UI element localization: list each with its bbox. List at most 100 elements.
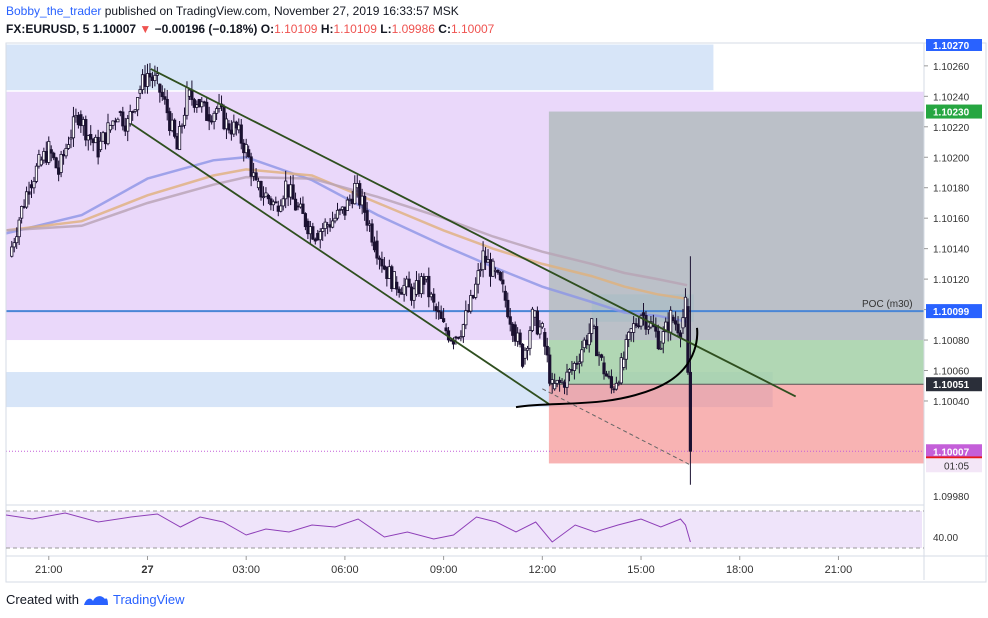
author-name[interactable]: Bobby_the_trader (6, 4, 102, 18)
candle-body-32 (89, 133, 93, 140)
candle-body-217 (545, 345, 549, 356)
candle-body-90 (232, 121, 236, 135)
candle-body-167 (422, 276, 426, 285)
candle-body-104 (266, 194, 271, 200)
candle-body-185 (466, 310, 470, 313)
candle-body-45 (121, 111, 125, 127)
candle-body-66 (173, 119, 177, 137)
candle-body-184 (464, 310, 468, 326)
candle-body-79 (205, 101, 209, 121)
candle-body-210 (528, 330, 532, 349)
candle-body-152 (385, 266, 389, 279)
candle-body-218 (548, 354, 552, 384)
candle-body-233 (585, 339, 589, 346)
candle-body-216 (543, 332, 547, 347)
candle-body-120 (306, 220, 310, 235)
candle-body-214 (538, 326, 542, 335)
plot-area (6, 44, 924, 485)
candle-body-127 (323, 221, 327, 229)
candle-body-258 (646, 326, 651, 330)
candle-body-263 (659, 347, 663, 350)
candle-body-232 (582, 339, 586, 349)
x-tick-label-8: 21:00 (825, 564, 853, 576)
candle-body-240 (602, 362, 606, 375)
candle-body-191 (481, 250, 485, 271)
candle-body-174 (439, 311, 443, 319)
candle-body-111 (284, 180, 288, 200)
candle-body-151 (382, 265, 386, 270)
candle-body-192 (483, 255, 488, 263)
candle-body-91 (234, 121, 238, 129)
candle-body-247 (619, 357, 623, 384)
candle-body-257 (644, 314, 648, 330)
candle-body-254 (636, 325, 641, 328)
candle-body-118 (301, 203, 305, 214)
candle-body-234 (587, 333, 591, 346)
candle-body-43 (116, 118, 120, 123)
candle-body-197 (496, 269, 500, 273)
candle-body-134 (340, 206, 345, 210)
candle-body-123 (313, 238, 317, 242)
low-value: 1.09986 (391, 22, 435, 36)
candle-body-189 (476, 270, 480, 285)
candle-body-201 (506, 299, 510, 318)
candle-body-267 (669, 309, 673, 333)
candle-body-41 (111, 120, 115, 126)
candle-body-203 (511, 323, 515, 336)
candle-body-5 (22, 206, 26, 208)
down-arrow-icon: ▼ (139, 22, 152, 36)
candle-body-61 (160, 91, 164, 98)
candle-body-205 (516, 332, 520, 342)
candle-body-160 (404, 278, 409, 288)
candle-body-226 (567, 369, 572, 373)
candle-body-34 (94, 136, 98, 144)
candle-body-48 (128, 111, 132, 125)
candle-body-125 (318, 231, 322, 241)
candle-body-94 (242, 142, 246, 154)
x-tick-label-0: 21:00 (35, 564, 63, 576)
candle-body-21 (61, 153, 66, 157)
candle-body-202 (508, 316, 512, 325)
candle-body-225 (565, 371, 569, 388)
candle-body-219 (550, 379, 554, 384)
price-change: −0.00196 (−0.18%) (154, 22, 258, 36)
candle-body-207 (520, 343, 525, 367)
candle-body-112 (286, 184, 290, 198)
candle-body-165 (417, 280, 421, 295)
candle-body-188 (474, 283, 478, 298)
candle-body-141 (358, 183, 362, 206)
candle-body-215 (540, 323, 544, 328)
candle-body-6 (24, 191, 29, 208)
y-tick-label-1: 1.10060 (933, 367, 970, 378)
candle-body-264 (661, 331, 665, 344)
candle-body-54 (143, 74, 147, 87)
candle-body-166 (419, 276, 424, 295)
candle-body-250 (627, 331, 631, 340)
candle-body-88 (227, 123, 231, 131)
candle-body-178 (449, 339, 453, 342)
candle-body-237 (595, 326, 599, 357)
candle-body-122 (311, 226, 315, 240)
candle-body-235 (590, 318, 594, 334)
candle-body-130 (330, 220, 335, 228)
high-value: 1.10109 (333, 22, 377, 36)
candle-body-37 (101, 132, 105, 142)
candle-body-22 (64, 147, 68, 157)
candle-body-40 (108, 124, 113, 131)
candle-body-252 (632, 323, 636, 333)
candle-body-42 (113, 120, 118, 123)
price-badge-bg-3 (926, 444, 982, 459)
candle-body-105 (269, 198, 273, 206)
candle-body-255 (639, 315, 643, 327)
candle-body-145 (367, 223, 372, 226)
tradingview-brand[interactable]: TradingView (112, 592, 185, 607)
candle-body-15 (47, 141, 51, 163)
candle-body-246 (617, 382, 621, 385)
candle-body-98 (251, 172, 256, 177)
candle-body-47 (126, 118, 130, 132)
candle-body-10 (34, 165, 39, 182)
candle-body-9 (32, 180, 36, 189)
candle-body-116 (296, 205, 300, 208)
candle-body-199 (501, 279, 505, 285)
